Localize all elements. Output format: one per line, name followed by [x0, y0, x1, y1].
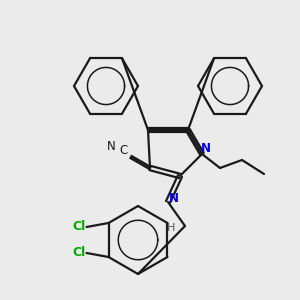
Text: N: N [169, 191, 179, 205]
Text: C: C [120, 145, 128, 158]
Text: N: N [106, 140, 115, 154]
Text: H: H [167, 223, 175, 233]
Text: Cl: Cl [72, 220, 85, 233]
Text: N: N [201, 142, 211, 154]
Text: Cl: Cl [72, 247, 85, 260]
